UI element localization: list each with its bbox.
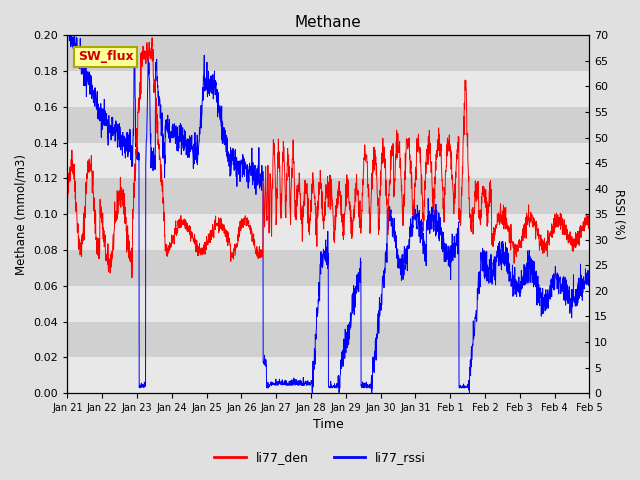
- Bar: [67, 250, 589, 286]
- X-axis label: Time: Time: [313, 419, 344, 432]
- Legend: li77_den, li77_rssi: li77_den, li77_rssi: [209, 446, 431, 469]
- Bar: [67, 214, 589, 250]
- Y-axis label: Methane (mmol/m3): Methane (mmol/m3): [15, 154, 28, 275]
- Bar: [67, 143, 589, 179]
- Bar: [67, 71, 589, 107]
- Bar: [67, 286, 589, 322]
- Title: Methane: Methane: [295, 15, 362, 30]
- Bar: [67, 357, 589, 393]
- Bar: [67, 107, 589, 143]
- Bar: [67, 322, 589, 357]
- Bar: [67, 36, 589, 71]
- Bar: [67, 179, 589, 214]
- Text: SW_flux: SW_flux: [78, 50, 133, 63]
- Y-axis label: RSSI (%): RSSI (%): [612, 189, 625, 240]
